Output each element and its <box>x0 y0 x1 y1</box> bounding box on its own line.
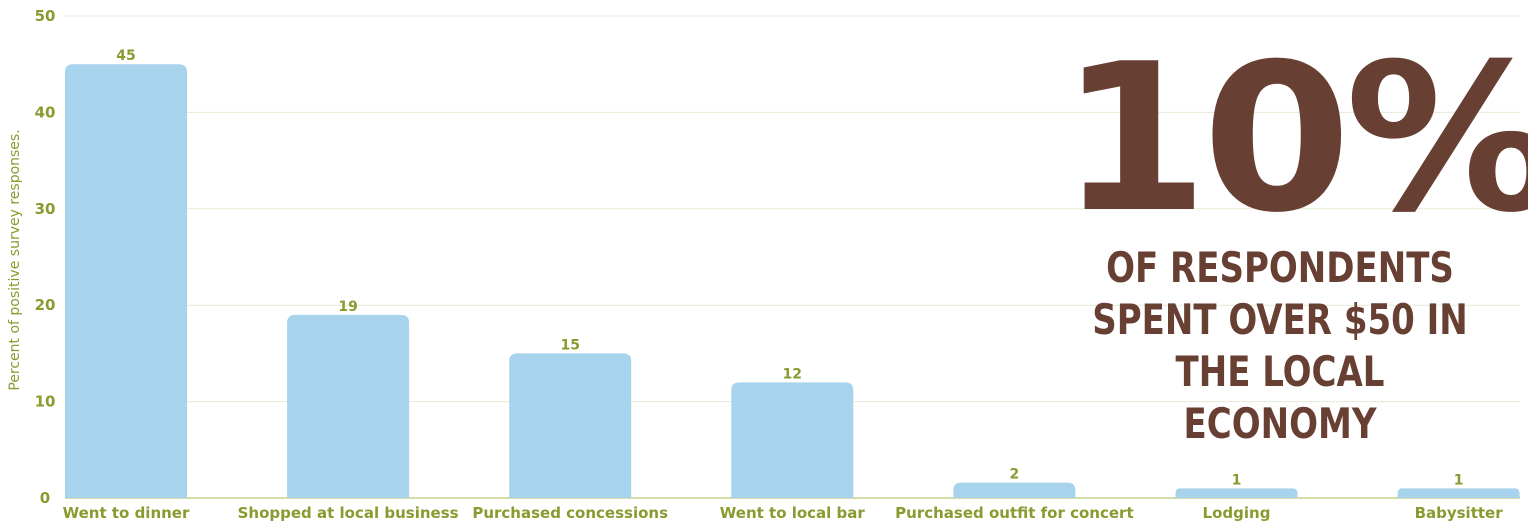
data-label: 19 <box>338 299 357 315</box>
data-label: 12 <box>783 366 802 382</box>
bar <box>731 382 854 498</box>
callout-big-number: 10% <box>1059 21 1528 258</box>
x-tick-label: Purchased outfit for concert <box>895 504 1133 522</box>
bars <box>65 64 1520 498</box>
x-tick-label: Went to local bar <box>720 504 866 522</box>
x-tick-label: Babysitter <box>1415 504 1504 522</box>
callout-line-3: THE LOCAL ECONOMY <box>1175 347 1385 448</box>
callout-line-1: OF RESPONDENTS <box>1106 243 1454 292</box>
x-tick-label: Lodging <box>1203 504 1271 522</box>
y-axis-ticks: 0 10 20 30 40 50 <box>35 7 56 507</box>
data-label: 45 <box>116 48 135 64</box>
x-tick-label: Purchased concessions <box>472 504 668 522</box>
bar <box>1175 488 1298 498</box>
x-tick-label: Went to dinner <box>63 504 190 522</box>
data-label: 1 <box>1232 472 1242 488</box>
data-label: 1 <box>1454 472 1464 488</box>
data-label: 15 <box>560 337 579 353</box>
bar <box>65 64 187 498</box>
y-tick-label: 30 <box>35 200 56 218</box>
data-label: 2 <box>1010 467 1020 483</box>
y-tick-label: 20 <box>35 296 56 314</box>
y-tick-label: 40 <box>35 103 56 121</box>
y-tick-label: 10 <box>35 393 56 411</box>
bar <box>509 353 632 498</box>
y-axis-label: Percent of positive survey responses. <box>7 129 23 390</box>
callout: 10% OF RESPONDENTS SPENT OVER $50 IN THE… <box>1060 38 1528 450</box>
callout-line-2: SPENT OVER $50 IN <box>1092 295 1468 344</box>
x-axis-labels: Went to dinner Shopped at local business P… <box>63 504 1504 522</box>
bar <box>953 482 1076 498</box>
y-tick-label: 50 <box>35 7 56 25</box>
callout-text: OF RESPONDENTS SPENT OVER $50 IN THE LOC… <box>1091 242 1469 450</box>
bar <box>1397 488 1520 498</box>
data-labels: 45 19 15 12 2 1 1 <box>116 48 1463 488</box>
y-tick-label: 0 <box>40 489 50 507</box>
x-tick-label: Shopped at local business <box>238 504 459 522</box>
bar <box>287 314 410 498</box>
